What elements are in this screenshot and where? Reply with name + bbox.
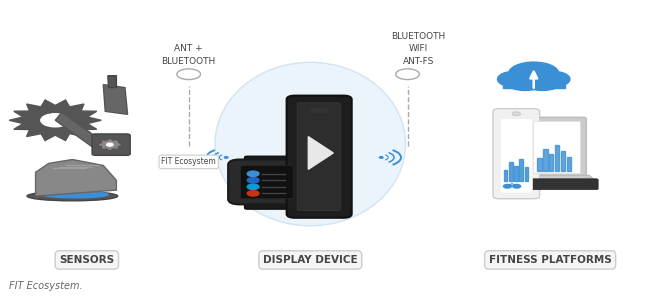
Polygon shape — [103, 85, 127, 114]
FancyBboxPatch shape — [241, 166, 293, 199]
Bar — [502, 80, 565, 88]
FancyBboxPatch shape — [311, 109, 327, 112]
Polygon shape — [36, 160, 116, 196]
Ellipse shape — [42, 191, 108, 198]
Circle shape — [248, 178, 259, 183]
Text: ANT +
BLUETOOTH: ANT + BLUETOOTH — [162, 44, 216, 66]
Bar — [566, 157, 571, 171]
Circle shape — [512, 112, 520, 116]
Circle shape — [498, 71, 533, 87]
Circle shape — [504, 184, 512, 188]
Polygon shape — [108, 76, 116, 88]
Ellipse shape — [27, 191, 117, 201]
Circle shape — [509, 62, 559, 85]
FancyBboxPatch shape — [286, 96, 352, 218]
FancyBboxPatch shape — [245, 156, 288, 167]
Circle shape — [248, 184, 259, 190]
Text: FITNESS PLATFORMS: FITNESS PLATFORMS — [489, 255, 612, 265]
Bar — [537, 158, 542, 171]
Bar — [549, 154, 554, 171]
Bar — [561, 152, 565, 171]
FancyBboxPatch shape — [245, 198, 288, 209]
Bar — [525, 167, 529, 181]
FancyBboxPatch shape — [493, 109, 540, 199]
Bar — [519, 159, 523, 181]
Circle shape — [513, 184, 521, 188]
Bar — [509, 162, 513, 181]
Polygon shape — [99, 140, 120, 149]
Polygon shape — [522, 175, 594, 180]
Text: SENSORS: SENSORS — [59, 255, 114, 265]
Circle shape — [504, 72, 546, 90]
Circle shape — [106, 143, 113, 146]
Bar — [514, 166, 518, 181]
Circle shape — [224, 157, 228, 158]
Polygon shape — [9, 100, 101, 141]
Bar — [555, 145, 560, 171]
FancyBboxPatch shape — [297, 103, 341, 211]
Text: BLUETOOTH
WIFI
ANT-FS: BLUETOOTH WIFI ANT-FS — [391, 32, 446, 66]
FancyBboxPatch shape — [500, 118, 533, 193]
Circle shape — [248, 191, 259, 196]
Circle shape — [522, 72, 563, 90]
Circle shape — [379, 157, 383, 158]
Ellipse shape — [215, 62, 406, 226]
FancyBboxPatch shape — [529, 117, 586, 177]
Bar — [504, 170, 508, 181]
FancyBboxPatch shape — [522, 179, 598, 190]
Circle shape — [41, 114, 70, 127]
FancyBboxPatch shape — [92, 134, 130, 155]
Circle shape — [248, 171, 259, 176]
Text: FIT Ecosystem.: FIT Ecosystem. — [9, 281, 83, 291]
Polygon shape — [308, 136, 333, 169]
FancyBboxPatch shape — [228, 160, 306, 204]
Text: DISPLAY DEVICE: DISPLAY DEVICE — [263, 255, 358, 265]
Circle shape — [535, 71, 570, 87]
Polygon shape — [55, 112, 105, 152]
Text: FIT Ecosystem: FIT Ecosystem — [161, 158, 216, 166]
FancyBboxPatch shape — [534, 122, 580, 174]
Bar — [543, 148, 548, 171]
Circle shape — [100, 141, 115, 148]
